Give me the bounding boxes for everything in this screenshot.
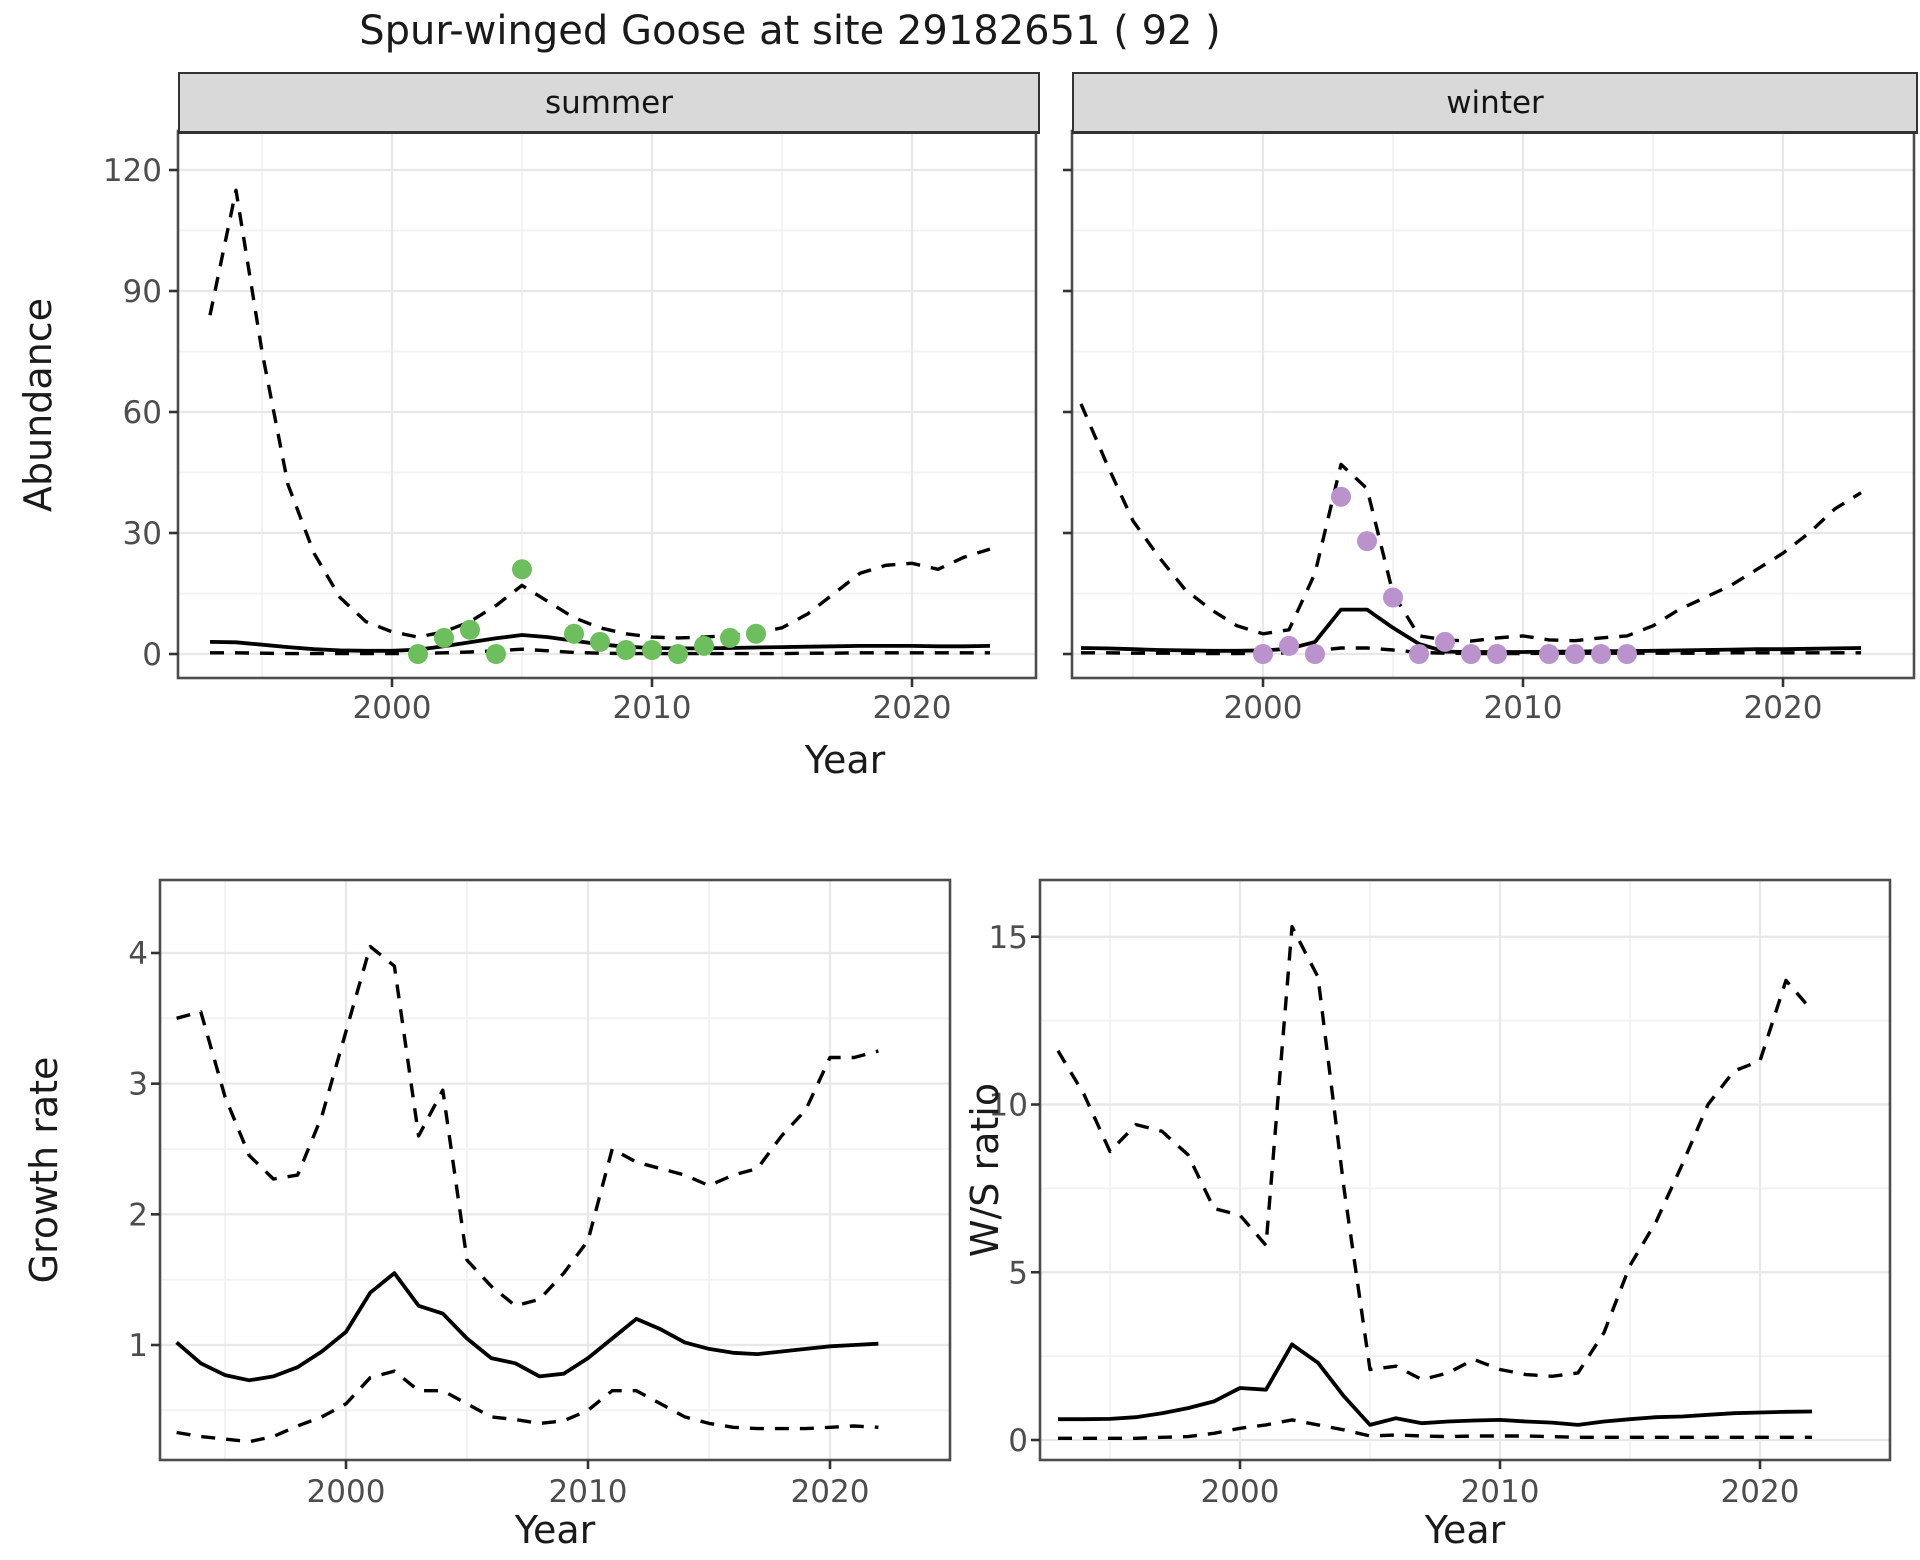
y-tick-label: 120 — [103, 153, 162, 189]
lower-ci-line — [1058, 1418, 1812, 1441]
observed-point — [512, 559, 532, 580]
y-tick-label: 15 — [989, 920, 1028, 956]
x-axis-title-ws-ratio: Year — [1424, 1508, 1506, 1552]
observed-point — [1461, 644, 1481, 664]
panel-abundance_winter: 2000 2010 2020 — [1063, 129, 1916, 726]
facet-strip-summer-label: summer — [544, 84, 673, 121]
y-tick-label: 4 — [128, 936, 148, 972]
x-tick-label: 2020 — [791, 1474, 870, 1510]
upper-ci-line — [1056, 925, 1814, 1382]
lower-ci-line — [176, 1369, 879, 1444]
lower-ci-line — [1081, 646, 1861, 656]
observed-point — [590, 631, 610, 652]
observed-point — [1435, 631, 1455, 652]
observed-point — [1253, 644, 1273, 664]
facet-strip-winter: winter — [1072, 72, 1918, 134]
observed-point — [1409, 644, 1429, 664]
x-tick-label: 2020 — [873, 690, 952, 726]
observed-point — [668, 644, 688, 664]
x-tick-label: 2010 — [1461, 1474, 1540, 1510]
observed-point — [1487, 644, 1507, 664]
observed-point — [1539, 644, 1559, 664]
y-axis-title-ws-ratio: W/S ratio — [963, 1082, 1007, 1258]
panel-background — [1040, 880, 1890, 1460]
observed-point — [1565, 644, 1585, 664]
observed-point — [564, 623, 584, 644]
x-tick-label: 2000 — [1201, 1474, 1280, 1510]
x-tick-label: 2020 — [1744, 690, 1823, 726]
y-tick-label: 1 — [128, 1328, 148, 1364]
x-axis-title-growth-rate: Year — [514, 1508, 596, 1552]
y-tick-label: 30 — [123, 516, 162, 552]
median-line — [175, 1271, 879, 1383]
x-tick-label: 2000 — [307, 1474, 386, 1510]
y-axis-title-abundance: Abundance — [16, 297, 60, 513]
observed-point — [460, 619, 480, 640]
x-axis-title-top: Year — [804, 738, 886, 782]
observed-point — [746, 623, 766, 644]
x-tick-label: 2000 — [353, 690, 432, 726]
y-axis-title-growth-rate: Growth rate — [22, 1056, 66, 1284]
observed-point — [1617, 644, 1637, 664]
observed-point — [434, 627, 454, 648]
y-tick-label: 3 — [128, 1067, 148, 1103]
median-line — [1058, 1342, 1813, 1427]
observed-point — [408, 644, 428, 664]
facet-strip-summer: summer — [178, 72, 1040, 134]
panel-abundance_summer: 2000 2010 2020 0 30 60 90 120 — [103, 129, 1038, 726]
y-tick-label: 60 — [123, 395, 162, 431]
facet-strip-winter-label: winter — [1446, 84, 1544, 121]
x-tick-label: 2000 — [1224, 690, 1303, 726]
observed-point — [1279, 635, 1299, 656]
observed-point — [616, 640, 636, 660]
observed-point — [642, 640, 662, 660]
y-tick-label: 2 — [128, 1197, 148, 1233]
y-tick-label: 10 — [989, 1088, 1028, 1124]
observed-point — [1383, 587, 1403, 608]
upper-ci-line — [208, 188, 991, 640]
observed-point — [694, 635, 714, 656]
y-tick-label: 90 — [123, 274, 162, 310]
upper-ci-line — [1079, 403, 1862, 643]
panel-growth_rate: 2000 2010 2020 1 2 3 4 — [128, 878, 952, 1510]
observed-point — [1591, 644, 1611, 664]
panel-background — [160, 880, 950, 1460]
x-tick-label: 2020 — [1721, 1474, 1800, 1510]
y-tick-label: 0 — [1008, 1423, 1028, 1459]
upper-ci-line — [176, 944, 879, 1308]
lower-ci-line — [210, 647, 990, 656]
observed-point — [1357, 531, 1377, 552]
panel-background — [178, 131, 1036, 678]
panel-border — [1038, 878, 1892, 1462]
page-title: Spur-winged Goose at site 29182651 ( 92 … — [359, 8, 1221, 54]
observed-point — [1331, 486, 1351, 507]
y-tick-label: 0 — [142, 637, 162, 673]
y-tick-label: 5 — [1008, 1255, 1028, 1291]
x-tick-label: 2010 — [549, 1474, 628, 1510]
panel-background — [1072, 131, 1914, 678]
observed-point — [720, 627, 740, 648]
panel-border — [158, 878, 952, 1462]
x-tick-label: 2010 — [1484, 690, 1563, 726]
x-tick-label: 2010 — [613, 690, 692, 726]
observed-point — [486, 644, 506, 664]
panel-ws_ratio: 2000 2010 2020 0 5 10 15 — [989, 878, 1892, 1510]
observed-point — [1305, 644, 1325, 664]
